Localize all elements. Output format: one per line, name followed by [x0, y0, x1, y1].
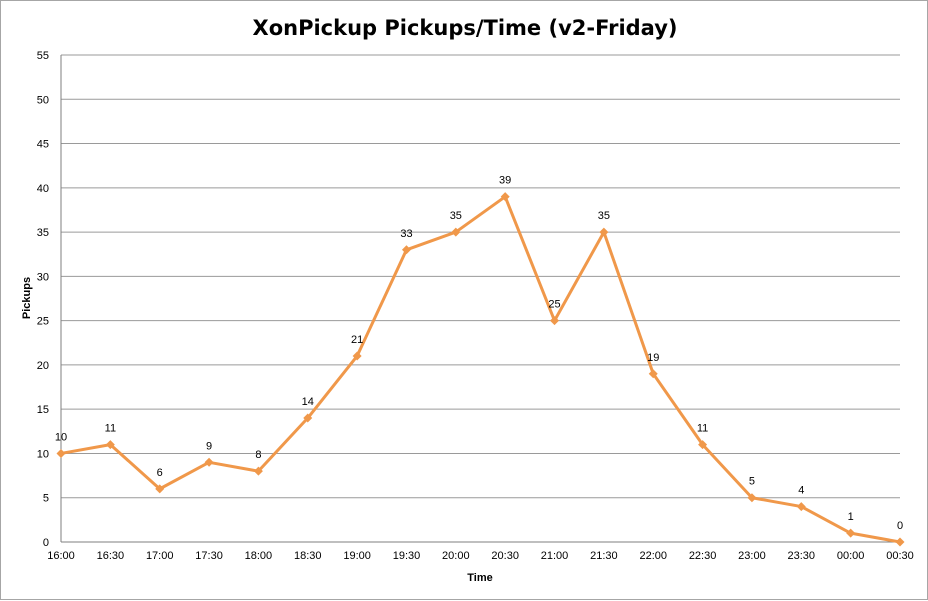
x-tick-label: 17:00 — [146, 550, 174, 562]
x-tick-label: 22:30 — [689, 550, 717, 562]
data-label: 39 — [499, 175, 511, 187]
data-label: 21 — [351, 334, 363, 346]
data-label: 33 — [400, 228, 412, 240]
y-tick-labels: 0 5 10 15 20 25 30 35 40 45 50 55 — [37, 50, 49, 549]
data-point-marker — [747, 493, 757, 503]
x-tick-label: 18:30 — [294, 550, 322, 562]
data-label: 10 — [55, 431, 67, 443]
y-tick-label: 30 — [37, 271, 49, 283]
x-tick-label: 21:30 — [590, 550, 618, 562]
y-tick-label: 25 — [37, 316, 49, 328]
data-label: 11 — [697, 423, 708, 435]
data-point-marker — [500, 192, 510, 202]
data-point-marker — [401, 245, 411, 255]
data-label: 8 — [255, 449, 261, 461]
x-tick-label: 19:00 — [343, 550, 371, 562]
data-point-marker — [599, 227, 609, 237]
x-tick-label: 20:30 — [491, 550, 519, 562]
data-label: 35 — [598, 210, 610, 222]
x-tick-labels: 16:00 16:30 17:00 17:30 18:00 18:30 19:00 19:30… — [47, 550, 914, 562]
x-tick-label: 22:00 — [639, 550, 667, 562]
y-tick-label: 20 — [37, 360, 49, 372]
data-point-marker — [846, 528, 856, 538]
data-label: 5 — [749, 476, 755, 488]
markers — [56, 192, 905, 547]
data-label: 14 — [302, 396, 314, 408]
y-tick-label: 45 — [37, 139, 49, 151]
data-point-marker — [550, 316, 560, 326]
x-tick-label: 19:30 — [393, 550, 421, 562]
data-point-marker — [451, 227, 461, 237]
x-tick-label: 20:00 — [442, 550, 470, 562]
data-point-marker — [155, 484, 165, 494]
x-tick-label: 16:30 — [97, 550, 125, 562]
x-tick-label: 23:30 — [788, 550, 816, 562]
data-point-marker — [352, 351, 362, 361]
chart-title: XonPickup Pickups/Time (v2-Friday) — [253, 16, 678, 40]
data-point-marker — [105, 440, 115, 450]
y-tick-label: 35 — [37, 227, 49, 239]
x-tick-label: 23:00 — [738, 550, 766, 562]
x-tick-label: 00:00 — [837, 550, 865, 562]
data-label: 1 — [848, 511, 854, 523]
series-layer — [59, 195, 902, 544]
data-point-marker — [796, 502, 806, 512]
y-tick-label: 5 — [43, 493, 49, 505]
x-tick-label: 21:00 — [541, 550, 569, 562]
x-tick-label: 00:30 — [886, 550, 914, 562]
x-tick-label: 18:00 — [245, 550, 273, 562]
data-point-marker — [698, 440, 708, 450]
data-label: 25 — [548, 299, 560, 311]
data-label: 19 — [647, 352, 659, 364]
y-tick-label: 0 — [43, 537, 49, 549]
y-tick-label: 55 — [37, 50, 49, 62]
y-tick-label: 10 — [37, 448, 49, 460]
data-point-marker — [253, 466, 263, 476]
data-point-marker — [895, 537, 905, 547]
data-label: 4 — [798, 485, 804, 497]
y-tick-label: 50 — [37, 94, 49, 106]
y-axis-title: Pickups — [21, 277, 33, 319]
data-label: 11 — [105, 423, 116, 435]
series-line — [59, 195, 902, 544]
data-label: 0 — [897, 520, 903, 532]
data-point-marker — [303, 413, 313, 423]
y-tick-label: 40 — [37, 183, 49, 195]
data-point-marker — [204, 457, 214, 467]
data-label: 35 — [450, 210, 462, 222]
gridlines — [61, 54, 900, 499]
data-point-marker — [648, 369, 658, 379]
x-tick-label: 17:30 — [195, 550, 223, 562]
x-axis-title: Time — [467, 572, 492, 584]
x-tick-label: 16:00 — [47, 550, 75, 562]
data-label: 6 — [157, 467, 163, 479]
y-tick-label: 15 — [37, 404, 49, 416]
axes — [60, 55, 900, 543]
data-label: 9 — [206, 440, 212, 452]
data-point-marker — [56, 448, 66, 458]
